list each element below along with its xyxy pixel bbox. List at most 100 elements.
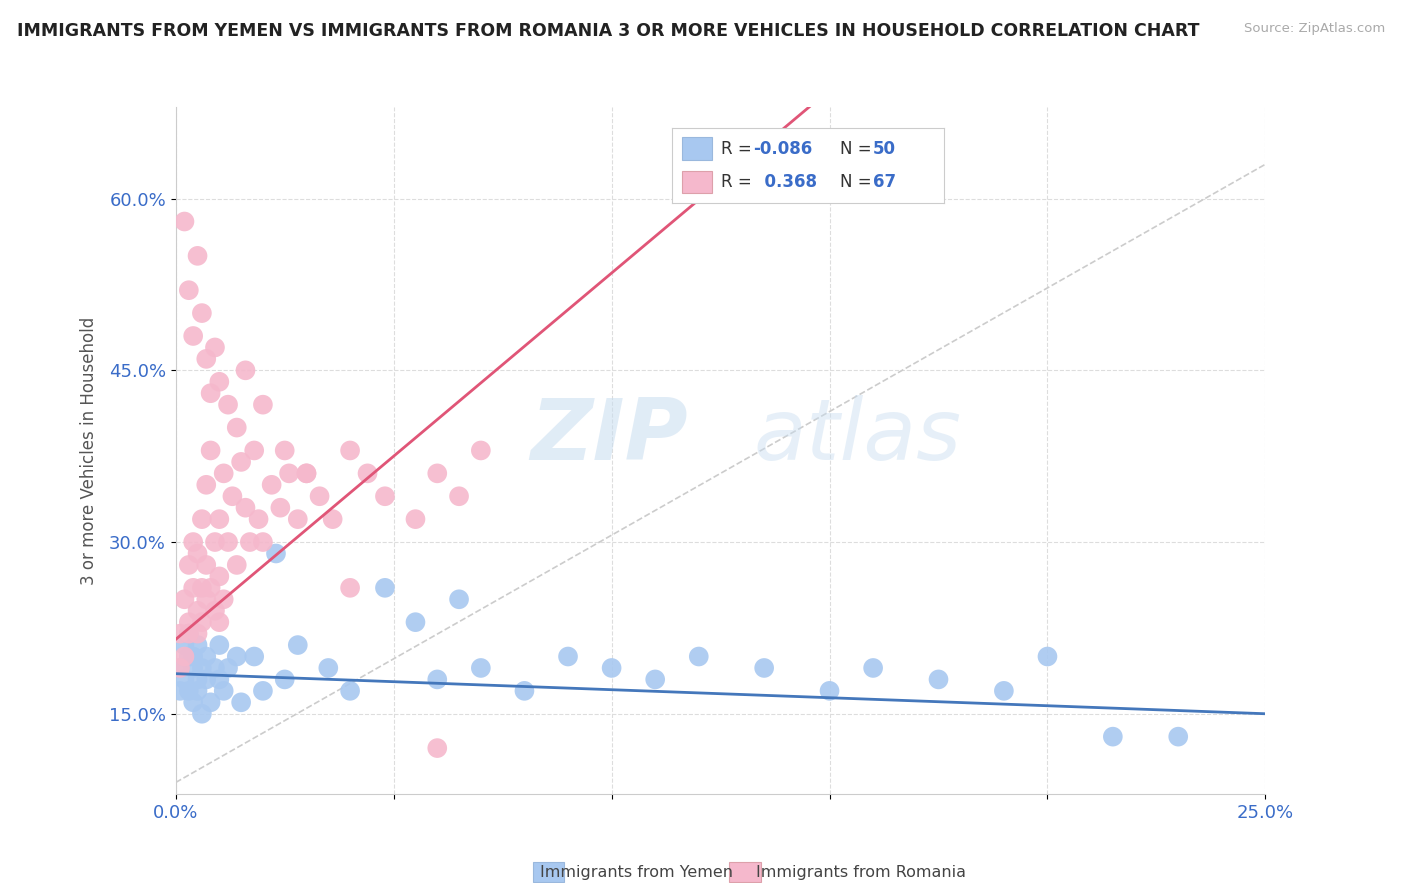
Point: [186, 546, 209, 561]
Point: [252, 535, 274, 549]
Point: [177, 683, 200, 698]
Point: [862, 661, 884, 675]
Point: [186, 683, 209, 698]
Point: [1167, 730, 1189, 744]
Point: [688, 649, 710, 664]
Point: [278, 467, 301, 481]
Point: [308, 489, 330, 503]
Point: [447, 592, 470, 607]
Point: [177, 649, 200, 664]
Point: [195, 673, 218, 687]
Point: [993, 683, 1015, 698]
Point: [274, 443, 297, 458]
Point: [470, 661, 492, 675]
Text: atlas: atlas: [754, 395, 962, 478]
Point: [600, 661, 623, 675]
Point: [191, 306, 214, 320]
Point: [208, 375, 231, 389]
Point: [287, 512, 309, 526]
Point: [169, 661, 191, 675]
Point: [322, 512, 344, 526]
Point: [208, 615, 231, 630]
Text: IMMIGRANTS FROM YEMEN VS IMMIGRANTS FROM ROMANIA 3 OR MORE VEHICLES IN HOUSEHOLD: IMMIGRANTS FROM YEMEN VS IMMIGRANTS FROM…: [17, 22, 1199, 40]
Point: [177, 626, 200, 640]
Point: [252, 683, 274, 698]
Text: R =: R =: [721, 173, 756, 191]
Point: [212, 467, 235, 481]
Text: Immigrants from Yemen: Immigrants from Yemen: [540, 865, 733, 880]
Text: Immigrants from Romania: Immigrants from Romania: [756, 865, 966, 880]
Text: Source: ZipAtlas.com: Source: ZipAtlas.com: [1244, 22, 1385, 36]
Point: [264, 546, 287, 561]
Point: [557, 649, 579, 664]
Point: [173, 214, 195, 228]
Point: [204, 340, 226, 354]
Point: [217, 398, 239, 412]
Point: [252, 398, 274, 412]
Point: [212, 683, 235, 698]
Point: [204, 661, 226, 675]
Point: [208, 638, 231, 652]
Bar: [682, 137, 713, 161]
Point: [191, 661, 214, 675]
Point: [200, 581, 222, 595]
Point: [169, 661, 191, 675]
Point: [405, 615, 427, 630]
Point: [186, 673, 209, 687]
Point: [225, 649, 247, 664]
Point: [195, 351, 218, 366]
Point: [177, 615, 200, 630]
Text: -0.086: -0.086: [754, 140, 813, 158]
Point: [186, 604, 209, 618]
Point: [269, 500, 291, 515]
Point: [374, 489, 396, 503]
Point: [405, 512, 427, 526]
Point: [260, 478, 283, 492]
Point: [208, 569, 231, 583]
Point: [200, 695, 222, 709]
Point: [169, 626, 191, 640]
Point: [173, 649, 195, 664]
Point: [318, 661, 340, 675]
Point: [928, 673, 950, 687]
Text: N =: N =: [841, 140, 877, 158]
Point: [191, 581, 214, 595]
Point: [181, 329, 204, 343]
Point: [181, 581, 204, 595]
Text: N =: N =: [841, 173, 877, 191]
Point: [295, 467, 318, 481]
Point: [191, 512, 214, 526]
Point: [208, 673, 231, 687]
Point: [295, 467, 318, 481]
Point: [426, 741, 449, 756]
Point: [644, 673, 666, 687]
Point: [274, 673, 297, 687]
Point: [208, 512, 231, 526]
Point: [225, 558, 247, 572]
Point: [173, 638, 195, 652]
Point: [243, 649, 266, 664]
Point: [177, 283, 200, 297]
Point: [1036, 649, 1059, 664]
Point: [195, 478, 218, 492]
Point: [231, 695, 253, 709]
Point: [186, 626, 209, 640]
Point: [195, 649, 218, 664]
Point: [191, 615, 214, 630]
Point: [356, 467, 378, 481]
Text: ZIP: ZIP: [530, 395, 688, 478]
Point: [235, 500, 257, 515]
Text: R =: R =: [721, 140, 756, 158]
Point: [181, 661, 204, 675]
Point: [173, 673, 195, 687]
Point: [191, 706, 214, 721]
Point: [339, 443, 361, 458]
Bar: [682, 170, 713, 194]
Point: [239, 535, 262, 549]
Point: [818, 683, 841, 698]
Point: [212, 592, 235, 607]
Point: [200, 443, 222, 458]
Point: [339, 683, 361, 698]
Point: [177, 626, 200, 640]
Point: [186, 638, 209, 652]
